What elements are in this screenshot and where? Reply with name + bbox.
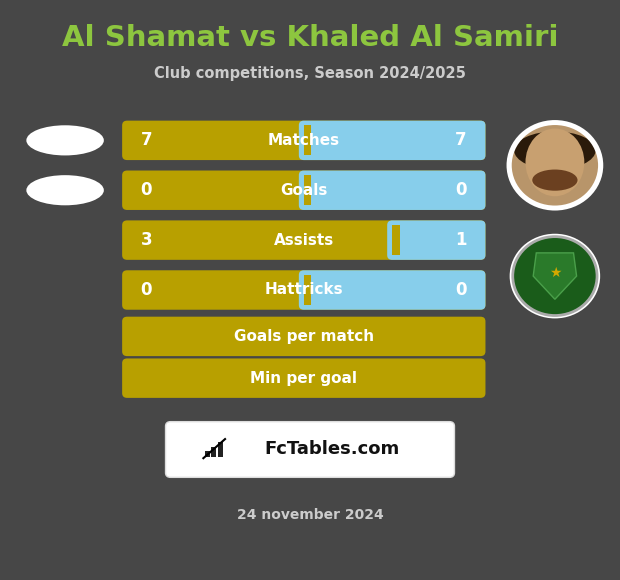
FancyBboxPatch shape — [122, 358, 485, 398]
FancyBboxPatch shape — [304, 275, 311, 305]
Text: Goals per match: Goals per match — [234, 329, 374, 344]
Circle shape — [510, 123, 600, 208]
Bar — [218, 442, 223, 457]
Ellipse shape — [526, 129, 584, 196]
Bar — [211, 447, 216, 457]
FancyBboxPatch shape — [299, 171, 485, 210]
Text: 0: 0 — [455, 181, 467, 200]
FancyBboxPatch shape — [122, 171, 485, 210]
Text: Hattricks: Hattricks — [265, 282, 343, 298]
Ellipse shape — [26, 125, 104, 155]
Text: 0: 0 — [141, 281, 153, 299]
FancyBboxPatch shape — [304, 175, 311, 205]
Ellipse shape — [26, 175, 104, 205]
Polygon shape — [533, 253, 577, 299]
Text: FcTables.com: FcTables.com — [265, 440, 400, 459]
Text: Al Shamat vs Khaled Al Samiri: Al Shamat vs Khaled Al Samiri — [62, 24, 558, 52]
Text: 7: 7 — [141, 131, 153, 150]
FancyBboxPatch shape — [392, 225, 400, 255]
Text: Matches: Matches — [268, 133, 340, 148]
Text: Assists: Assists — [273, 233, 334, 248]
Ellipse shape — [532, 169, 578, 191]
Text: 24 november 2024: 24 november 2024 — [237, 508, 383, 522]
Text: Goals: Goals — [280, 183, 327, 198]
Circle shape — [507, 120, 603, 211]
FancyBboxPatch shape — [166, 422, 454, 477]
Bar — [205, 451, 210, 457]
FancyBboxPatch shape — [299, 121, 485, 160]
Ellipse shape — [514, 132, 596, 169]
FancyBboxPatch shape — [304, 125, 311, 155]
Circle shape — [513, 237, 597, 316]
FancyBboxPatch shape — [299, 270, 485, 310]
Text: Club competitions, Season 2024/2025: Club competitions, Season 2024/2025 — [154, 66, 466, 81]
Text: 7: 7 — [455, 131, 467, 150]
Text: 0: 0 — [455, 281, 467, 299]
Text: 1: 1 — [455, 231, 467, 249]
FancyBboxPatch shape — [122, 270, 485, 310]
Text: Min per goal: Min per goal — [250, 371, 357, 386]
Text: ★: ★ — [549, 266, 561, 280]
FancyBboxPatch shape — [122, 220, 485, 260]
Text: 0: 0 — [141, 181, 153, 200]
Circle shape — [510, 234, 600, 318]
FancyBboxPatch shape — [387, 220, 485, 260]
FancyBboxPatch shape — [122, 317, 485, 356]
FancyBboxPatch shape — [122, 121, 485, 160]
Text: 3: 3 — [141, 231, 153, 249]
